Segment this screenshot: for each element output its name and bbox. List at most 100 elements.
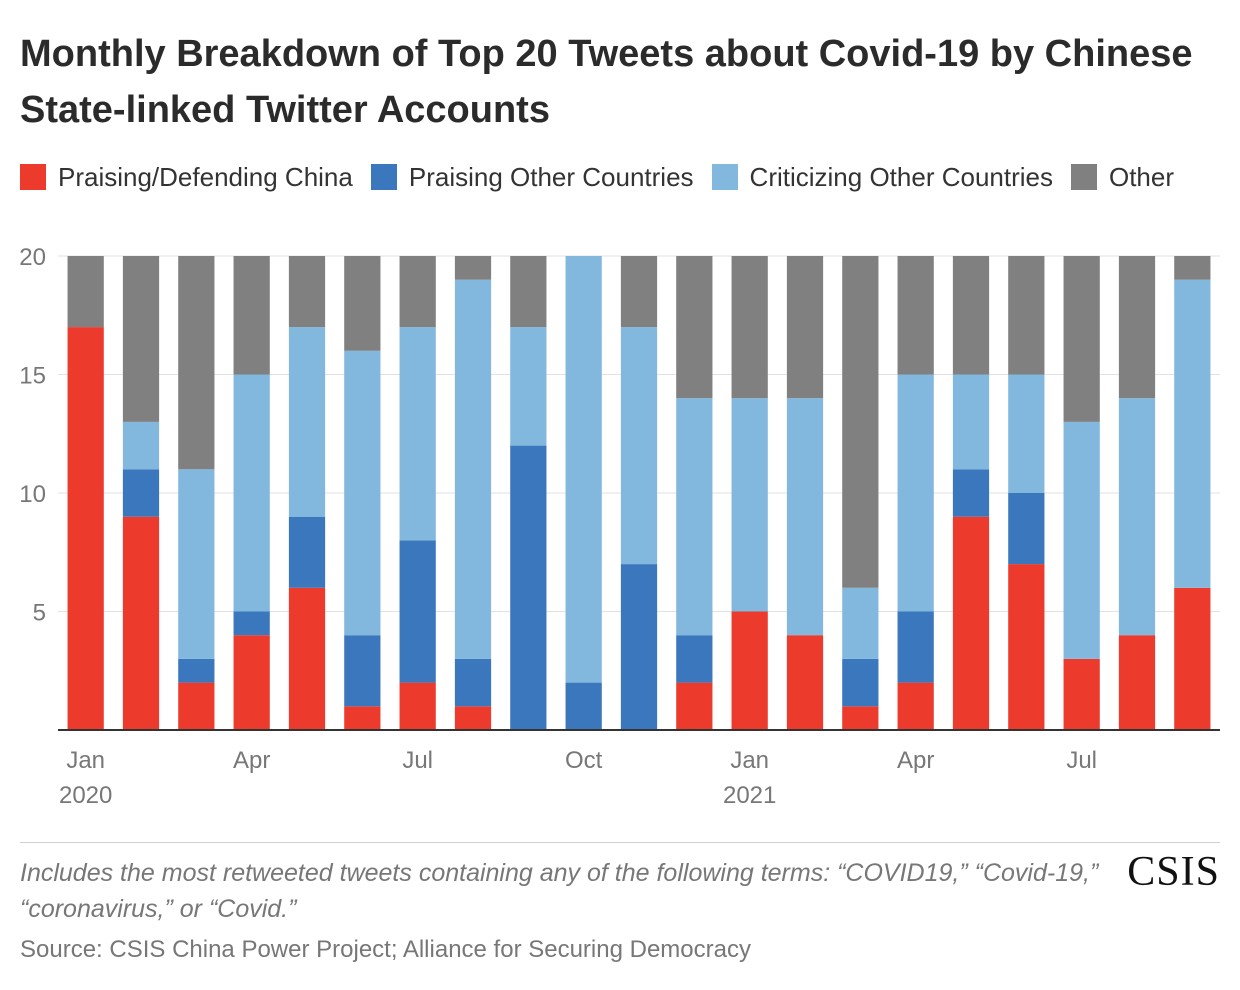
bar-segment bbox=[1008, 493, 1045, 565]
bar-segment bbox=[897, 256, 934, 375]
bar-segment bbox=[399, 256, 436, 328]
chart-title: Monthly Breakdown of Top 20 Tweets about… bbox=[20, 33, 1193, 131]
bar-segment bbox=[233, 256, 270, 375]
bar-segment bbox=[344, 256, 381, 351]
bar-segment bbox=[510, 327, 547, 446]
bar-segment bbox=[344, 350, 381, 636]
legend-swatch-praising-other bbox=[370, 164, 397, 190]
bar-segment bbox=[620, 256, 658, 328]
bar-segment bbox=[178, 256, 215, 470]
x-tick-label: Apr bbox=[897, 747, 934, 774]
chart-source: Source: CSIS China Power Project; Allian… bbox=[20, 936, 751, 963]
bar-segment bbox=[620, 564, 658, 730]
bar-segment bbox=[233, 611, 270, 636]
legend-label-criticizing-other: Criticizing Other Countries bbox=[749, 161, 1053, 192]
bar-segment bbox=[178, 682, 215, 730]
bar-segment bbox=[178, 658, 215, 683]
legend-swatch-other bbox=[1070, 164, 1097, 190]
y-tick-label: 20 bbox=[19, 244, 46, 271]
bar-segment bbox=[344, 706, 381, 730]
legend-item-praising-china[interactable]: Praising/Defending China bbox=[20, 162, 353, 193]
bar-segment bbox=[786, 398, 824, 636]
bar-segment bbox=[1063, 658, 1100, 730]
bar-segment bbox=[67, 256, 104, 328]
bar-segment bbox=[842, 587, 879, 659]
y-tick-label: 10 bbox=[19, 481, 46, 508]
bar-segment bbox=[952, 516, 990, 730]
legend-swatch-praising-china bbox=[20, 164, 46, 190]
bar-segment bbox=[1008, 256, 1045, 375]
x-tick-label: Apr bbox=[233, 747, 270, 774]
bar-segment bbox=[122, 256, 160, 422]
bar-segment bbox=[288, 327, 326, 517]
x-tick-label: Jul bbox=[402, 747, 433, 774]
bar-segment bbox=[1063, 256, 1100, 422]
legend-label-praising-china: Praising/Defending China bbox=[58, 161, 353, 192]
bar-segment bbox=[952, 256, 990, 375]
bar-segment bbox=[676, 682, 713, 730]
y-tick-label: 5 bbox=[33, 600, 46, 627]
bar-segment bbox=[1008, 374, 1045, 493]
bar-segment bbox=[178, 469, 215, 659]
bar-segment bbox=[676, 398, 713, 636]
y-tick-label: 15 bbox=[19, 363, 46, 390]
bar-segment bbox=[454, 256, 492, 280]
bar-segment bbox=[1118, 256, 1156, 399]
bar-segment bbox=[842, 706, 879, 730]
legend-swatch-criticizing-other bbox=[711, 164, 738, 190]
bar-segment bbox=[731, 398, 768, 612]
legend-label-other: Other bbox=[1108, 161, 1175, 192]
stacked-bar-chart: 5 10 15 20 Jan 2020 Apr Jul Oct Jan 2021 Apr Jul bbox=[19, 244, 1220, 809]
bar-segment bbox=[565, 256, 602, 683]
bar-segment bbox=[454, 658, 492, 707]
bar-segment bbox=[399, 327, 436, 541]
bar-segment bbox=[1174, 256, 1211, 280]
bar-segment bbox=[565, 682, 602, 730]
bar-segment bbox=[510, 445, 547, 730]
x-tick-label: Oct bbox=[565, 747, 603, 774]
legend-item-criticizing-other[interactable]: Criticizing Other Countries bbox=[711, 161, 1053, 193]
bar-segment bbox=[399, 540, 436, 683]
legend-item-other[interactable]: Other bbox=[1070, 161, 1175, 193]
bar-segment bbox=[454, 279, 492, 659]
x-tick-label: Jan bbox=[66, 747, 105, 774]
bar-segment bbox=[897, 611, 934, 683]
bar-segment bbox=[676, 635, 713, 683]
x-tick-label: 2021 bbox=[723, 782, 776, 809]
bar-segment bbox=[786, 635, 824, 730]
chart-note: Includes the most retweeted tweets conta… bbox=[20, 859, 1099, 923]
bar-segment bbox=[842, 256, 879, 588]
bar-segment bbox=[952, 469, 990, 517]
bar-segment bbox=[731, 256, 768, 399]
bar-segment bbox=[1118, 398, 1156, 636]
bar-segment bbox=[620, 327, 658, 565]
bar-segment bbox=[786, 256, 824, 399]
bar-segment bbox=[1174, 587, 1211, 730]
bar-segment bbox=[510, 256, 547, 328]
x-tick-label: 2020 bbox=[59, 782, 112, 809]
x-tick-label: Jul bbox=[1066, 747, 1097, 774]
bar-segment bbox=[122, 516, 160, 730]
bar-segment bbox=[1174, 279, 1211, 588]
bar-segment bbox=[731, 611, 768, 730]
bar-segment bbox=[897, 682, 934, 730]
bar-segment bbox=[288, 256, 326, 328]
bar-segment bbox=[454, 706, 492, 730]
bar-segment bbox=[676, 256, 713, 399]
bar-segment bbox=[344, 635, 381, 707]
bar-segment bbox=[233, 374, 270, 612]
bar-segment bbox=[1118, 635, 1156, 730]
bar-segment bbox=[897, 374, 934, 612]
bar-segment bbox=[288, 516, 326, 588]
footer-divider bbox=[20, 842, 1220, 843]
bar-segment bbox=[1008, 564, 1045, 730]
bar-segment bbox=[842, 658, 879, 707]
bar-segment bbox=[122, 469, 160, 517]
legend: Praising/Defending China Praising Other … bbox=[20, 160, 1192, 194]
bar-segment bbox=[288, 587, 326, 730]
csis-logo: CSIS bbox=[1127, 849, 1220, 895]
bar-segment bbox=[233, 635, 270, 730]
legend-item-praising-other[interactable]: Praising Other Countries bbox=[370, 161, 694, 193]
bar-segment bbox=[399, 682, 436, 730]
legend-label-praising-other: Praising Other Countries bbox=[408, 161, 694, 192]
